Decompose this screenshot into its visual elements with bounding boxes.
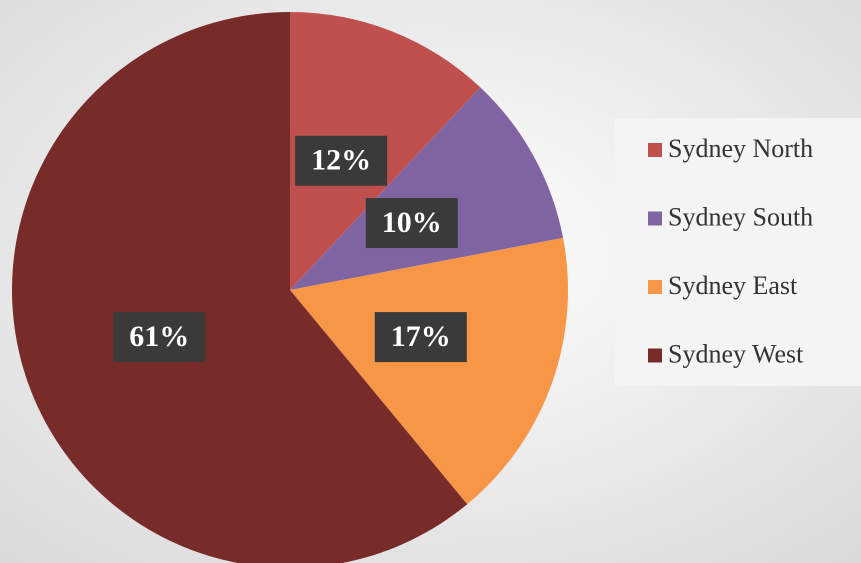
legend-swatch bbox=[648, 348, 662, 363]
legend-label: Sydney North bbox=[668, 134, 813, 163]
pie-slice bbox=[290, 237, 569, 505]
data-label-box bbox=[374, 312, 467, 363]
legend-box bbox=[615, 118, 861, 386]
legend-label: Sydney South bbox=[668, 202, 813, 231]
legend-swatch bbox=[648, 143, 662, 157]
data-label-box bbox=[365, 198, 458, 249]
pie-slice bbox=[290, 87, 564, 291]
legend-label: Sydney West bbox=[668, 339, 804, 368]
pie-slice bbox=[12, 12, 468, 563]
data-label: 17% bbox=[391, 320, 451, 353]
data-label: 10% bbox=[382, 206, 442, 239]
data-label: 12% bbox=[311, 144, 371, 177]
data-label: 61% bbox=[129, 320, 189, 353]
data-label-box bbox=[113, 312, 206, 363]
legend-swatch bbox=[648, 280, 662, 294]
legend-swatch bbox=[648, 211, 662, 226]
legend-label: Sydney East bbox=[668, 271, 798, 300]
data-label-box bbox=[295, 135, 388, 186]
